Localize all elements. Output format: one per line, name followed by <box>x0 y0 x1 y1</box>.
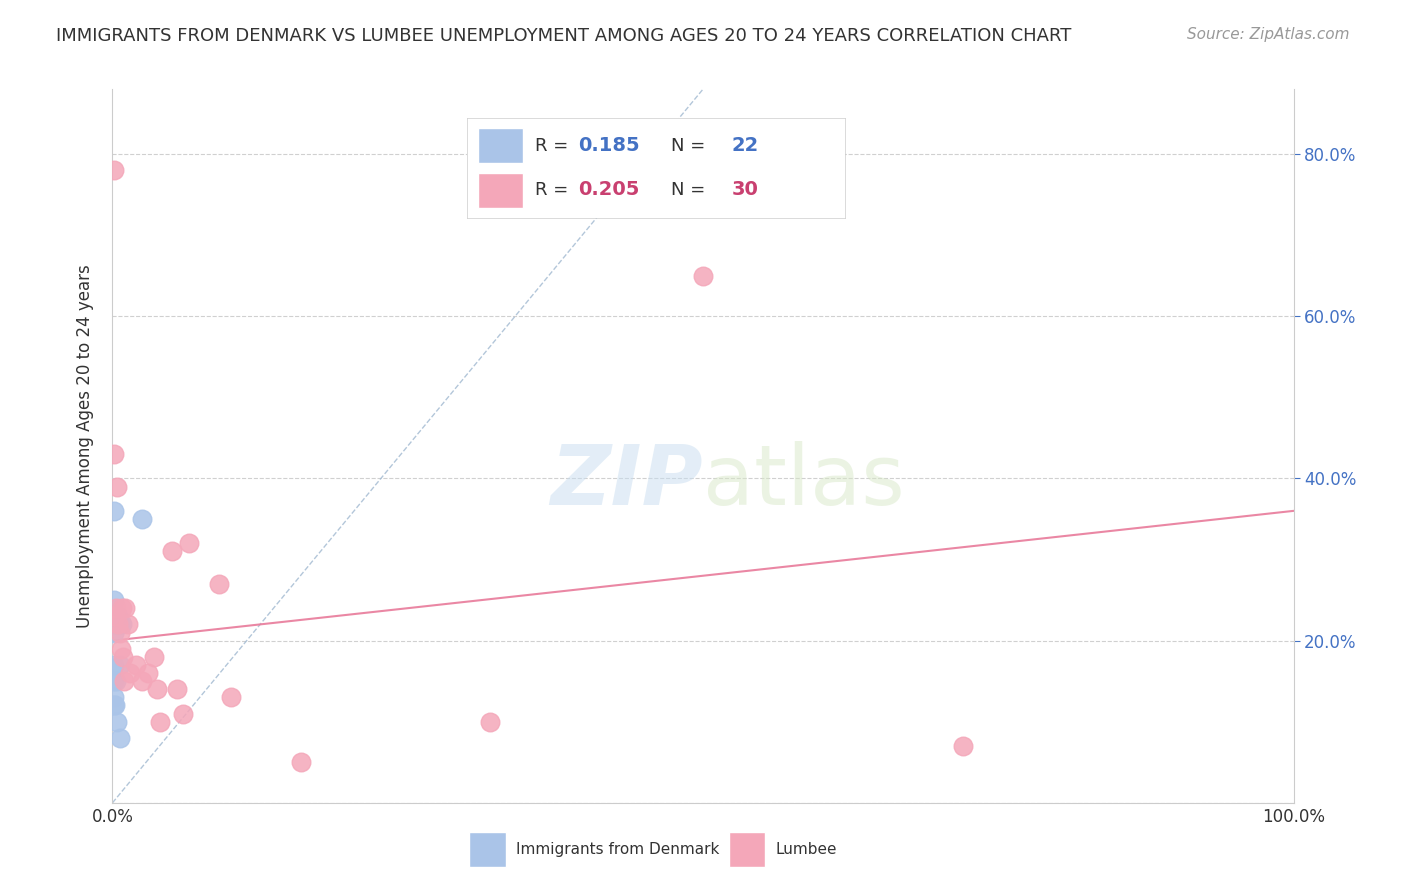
Point <box>105 617 128 632</box>
Point <box>104 609 127 624</box>
Point <box>105 714 128 729</box>
Point <box>105 617 128 632</box>
Point <box>125 657 148 672</box>
Point <box>103 617 125 632</box>
Point <box>114 601 136 615</box>
Text: ZIP: ZIP <box>550 442 703 522</box>
Point <box>136 666 159 681</box>
Point <box>208 577 231 591</box>
Point <box>160 544 183 558</box>
Point <box>108 617 131 632</box>
Point <box>103 163 125 178</box>
Point <box>103 504 125 518</box>
Point <box>103 674 125 689</box>
Point <box>179 536 201 550</box>
Point <box>107 617 129 632</box>
Point <box>105 674 128 689</box>
Point <box>108 625 131 640</box>
Point <box>107 609 129 624</box>
Point <box>108 657 131 672</box>
Point <box>103 609 125 624</box>
Point <box>104 617 127 632</box>
Point <box>166 682 188 697</box>
Point <box>108 731 131 745</box>
Text: Source: ZipAtlas.com: Source: ZipAtlas.com <box>1187 27 1350 42</box>
Point <box>104 698 127 713</box>
Point <box>103 657 125 672</box>
Point <box>142 649 165 664</box>
Point <box>146 682 169 697</box>
Point <box>479 714 502 729</box>
Point <box>105 479 128 493</box>
Point <box>290 756 312 770</box>
Y-axis label: Unemployment Among Ages 20 to 24 years: Unemployment Among Ages 20 to 24 years <box>76 264 94 628</box>
Point <box>952 739 974 753</box>
Point <box>219 690 242 705</box>
Point <box>104 609 127 624</box>
Text: IMMIGRANTS FROM DENMARK VS LUMBEE UNEMPLOYMENT AMONG AGES 20 TO 24 YEARS CORRELA: IMMIGRANTS FROM DENMARK VS LUMBEE UNEMPL… <box>56 27 1071 45</box>
Point <box>149 714 172 729</box>
Point <box>131 512 153 526</box>
Point <box>103 593 125 607</box>
Point <box>103 690 125 705</box>
Point <box>111 617 134 632</box>
Point <box>103 625 125 640</box>
Point <box>110 641 132 656</box>
Point <box>112 649 135 664</box>
Point <box>172 706 194 721</box>
Point <box>692 268 714 283</box>
Text: atlas: atlas <box>703 442 904 522</box>
Point <box>105 601 128 615</box>
Point <box>103 698 125 713</box>
Point <box>131 674 153 689</box>
Point <box>120 666 142 681</box>
Point <box>103 447 125 461</box>
Point <box>111 601 134 615</box>
Point <box>112 674 135 689</box>
Point <box>117 617 139 632</box>
